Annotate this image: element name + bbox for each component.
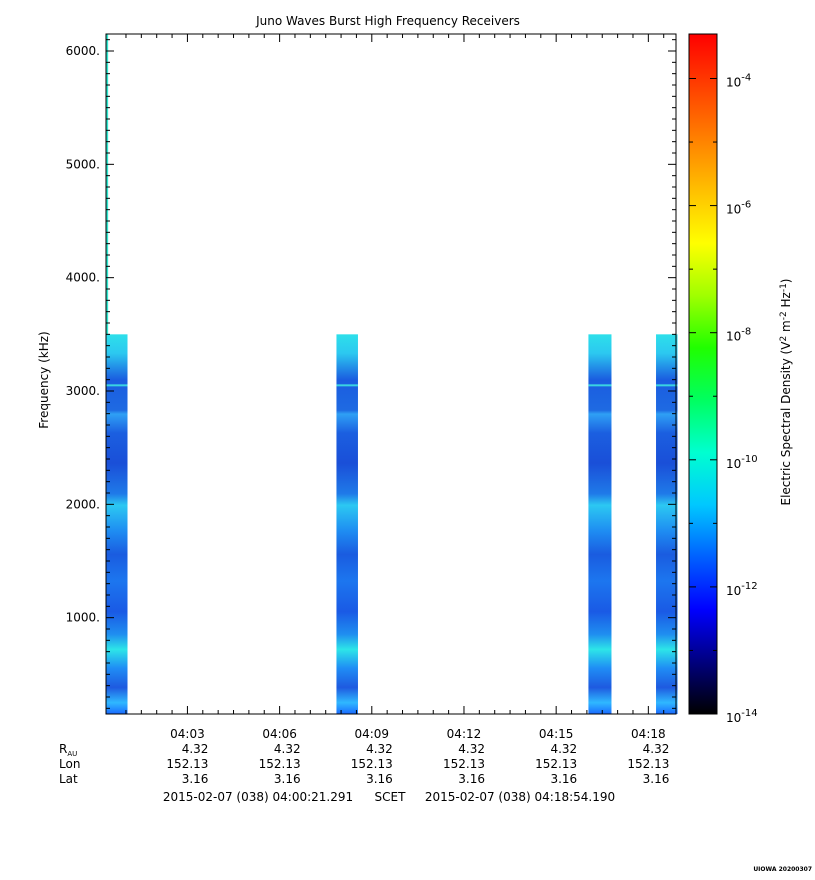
burst-2-line (336, 384, 358, 387)
ephem-value: 152.13 (259, 757, 301, 771)
ephem-value: 152.13 (627, 757, 669, 771)
colorbar-label-part-1: m (779, 320, 793, 336)
ephem-label-text: R (59, 742, 67, 756)
colorbar-label: Electric Spectral Density (V2 m-2 Hz-1) (779, 278, 793, 505)
ephem-value: 3.16 (274, 772, 301, 786)
colorbar-tick-exp: -6 (741, 200, 751, 211)
time-range-end: 2015-02-07 (038) 04:18:54.190 (425, 790, 615, 804)
colorbar-tick-base: 10 (726, 75, 741, 89)
ephem-value: 4.32 (550, 742, 577, 756)
ephem-value: 3.16 (182, 772, 209, 786)
colorbar-tick-label: 10-10 (726, 454, 758, 471)
ephem-value: 3.16 (643, 772, 670, 786)
ephem-value: 4.32 (643, 742, 670, 756)
ephem-value: 152.13 (351, 757, 393, 771)
plot-area (106, 34, 678, 714)
ephem-value: 3.16 (458, 772, 485, 786)
colorbar-tick-base: 10 (726, 330, 741, 344)
ephem-label-text: Lat (59, 772, 78, 786)
burst-4-line (656, 384, 678, 387)
y-tick-label: 4000. (66, 271, 100, 285)
colorbar-tick-label: 10-12 (726, 581, 758, 598)
colorbar-label-exp-3: -1 (779, 283, 789, 292)
colorbar-tick-exp: -10 (741, 454, 757, 465)
colorbar-tick-base: 10 (726, 711, 741, 725)
burst-3 (588, 334, 612, 714)
colorbar-tick-label: 10-8 (726, 327, 751, 344)
y-tick-label: 3000. (66, 384, 100, 398)
colorbar-tick-base: 10 (726, 203, 741, 217)
ephem-value: 152.13 (166, 757, 208, 771)
colorbar-label-exp-1: 2 (779, 336, 789, 342)
y-tick-label: 2000. (66, 497, 100, 511)
colorbar-label-exp-2: -2 (779, 311, 789, 320)
x-axis: 04:03 04:06 04:09 04:12 04:15 04:18 (125, 34, 666, 741)
ephem-label-sub: AU (67, 750, 77, 758)
colorbar-tick-base: 10 (726, 457, 741, 471)
x-tick-label: 04:18 (631, 727, 666, 741)
x-tick-label: 04:09 (354, 727, 389, 741)
colorbar-tick-label: 10-4 (726, 72, 751, 89)
colorbar-label-part-2: Hz (779, 292, 793, 311)
ephem-value: 3.16 (550, 772, 577, 786)
burst-4 (656, 334, 678, 714)
burst-1-line (106, 384, 128, 387)
colorbar-tick-exp: -12 (741, 581, 757, 592)
colorbar-frame (688, 33, 718, 715)
burst-3-line (588, 384, 612, 387)
time-range-start: 2015-02-07 (038) 04:00:21.291 (163, 790, 353, 804)
ephem-row-label: RAU (59, 742, 77, 758)
time-range-scet: SCET (375, 790, 407, 804)
x-tick-label: 04:12 (447, 727, 482, 741)
ephemeris-table: RAU 4.32 4.32 4.32 4.32 4.32 4.32 Lon 152.13 152.… (59, 742, 669, 786)
burst-1 (106, 334, 128, 714)
ephem-row-label: Lat (59, 772, 78, 786)
y-tick-label: 1000. (66, 611, 100, 625)
colorbar-label-text: Electric Spectral Density (V (779, 341, 793, 506)
x-tick-label: 04:15 (539, 727, 574, 741)
y-axis: 1000. 2000. 3000. 4000. 5000. 6000. (66, 39, 676, 709)
colorbar-tick-exp: -14 (741, 708, 757, 719)
colorbar-tick-exp: -8 (741, 327, 751, 338)
footer-stamp: UIOWA 20200307 (753, 866, 812, 873)
y-tick-label: 6000. (66, 44, 100, 58)
ephem-value: 4.32 (274, 742, 301, 756)
burst-2 (336, 334, 358, 714)
colorbar-label-part-3: ) (779, 278, 793, 283)
ephem-value: 4.32 (366, 742, 393, 756)
ephem-value: 152.13 (535, 757, 577, 771)
ephem-value: 3.16 (366, 772, 393, 786)
ephem-row-label: Lon (59, 757, 80, 771)
colorbar-tick-base: 10 (726, 584, 741, 598)
ephem-value: 4.32 (458, 742, 485, 756)
colorbar-bar (689, 34, 717, 714)
y-axis-label: Frequency (kHz) (37, 331, 51, 428)
x-tick-label: 04:06 (262, 727, 297, 741)
spike-emission (106, 34, 109, 335)
colorbar-tick-label: 10-6 (726, 200, 751, 217)
plot-frame (105, 33, 677, 715)
colorbar-tick-label: 10-14 (726, 708, 758, 725)
ephem-label-text: Lon (59, 757, 80, 771)
y-tick-label: 5000. (66, 157, 100, 171)
ephem-value: 4.32 (182, 742, 209, 756)
colorbar-tick-exp: -4 (741, 72, 751, 83)
chart-title: Juno Waves Burst High Frequency Receiver… (255, 14, 520, 28)
x-tick-label: 04:03 (170, 727, 205, 741)
ephem-value: 152.13 (443, 757, 485, 771)
